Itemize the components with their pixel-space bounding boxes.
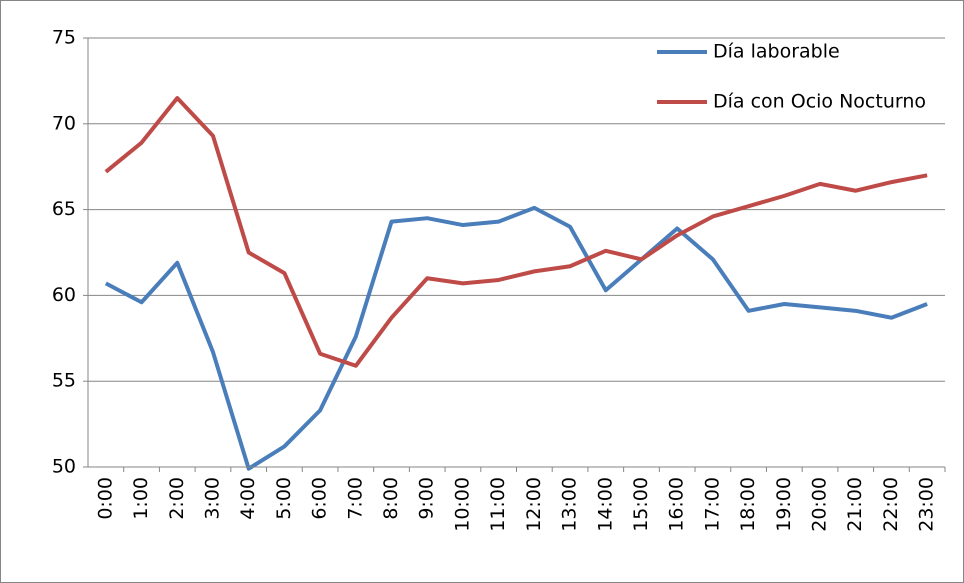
x-tick-label: 23:00 [916, 477, 938, 532]
x-tick-label: 19:00 [773, 477, 795, 532]
x-tick-label: 0:00 [94, 477, 116, 520]
x-tick-label: 3:00 [201, 477, 223, 520]
x-tick-label: 21:00 [844, 477, 866, 532]
x-tick-label: 2:00 [166, 477, 188, 520]
x-tick-label: 20:00 [809, 477, 831, 532]
series-line [104, 96, 928, 368]
x-tick-label: 18:00 [737, 477, 759, 532]
legend-label: Día con Ocio Nocturno [713, 91, 926, 113]
x-tick-label: 8:00 [380, 477, 402, 520]
x-tick-label: 11:00 [487, 477, 509, 532]
x-tick-label: 1:00 [130, 477, 152, 520]
y-tick-label: 75 [52, 27, 76, 49]
x-tick-label: 9:00 [416, 477, 438, 520]
x-tick-label: 13:00 [559, 477, 581, 532]
y-tick-label: 65 [52, 198, 76, 220]
x-tick-label: 12:00 [523, 477, 545, 532]
x-tick-label: 14:00 [594, 477, 616, 532]
series-line [104, 205, 928, 471]
x-tick-label: 6:00 [309, 477, 331, 520]
x-tick-label: 22:00 [880, 477, 902, 532]
x-tick-label: 7:00 [344, 477, 366, 520]
x-tick-label: 10:00 [451, 477, 473, 532]
legend-label: Día laborable [713, 41, 840, 63]
x-tick-label: 4:00 [237, 477, 259, 520]
y-tick-label: 55 [52, 370, 76, 392]
x-tick-label: 5:00 [273, 477, 295, 520]
x-tick-label: 17:00 [701, 477, 723, 532]
x-tick-label: 15:00 [630, 477, 652, 532]
y-tick-label: 60 [52, 284, 76, 306]
x-tick-label: 16:00 [666, 477, 688, 532]
y-tick-label: 70 [52, 112, 76, 134]
y-tick-label: 50 [52, 456, 76, 478]
